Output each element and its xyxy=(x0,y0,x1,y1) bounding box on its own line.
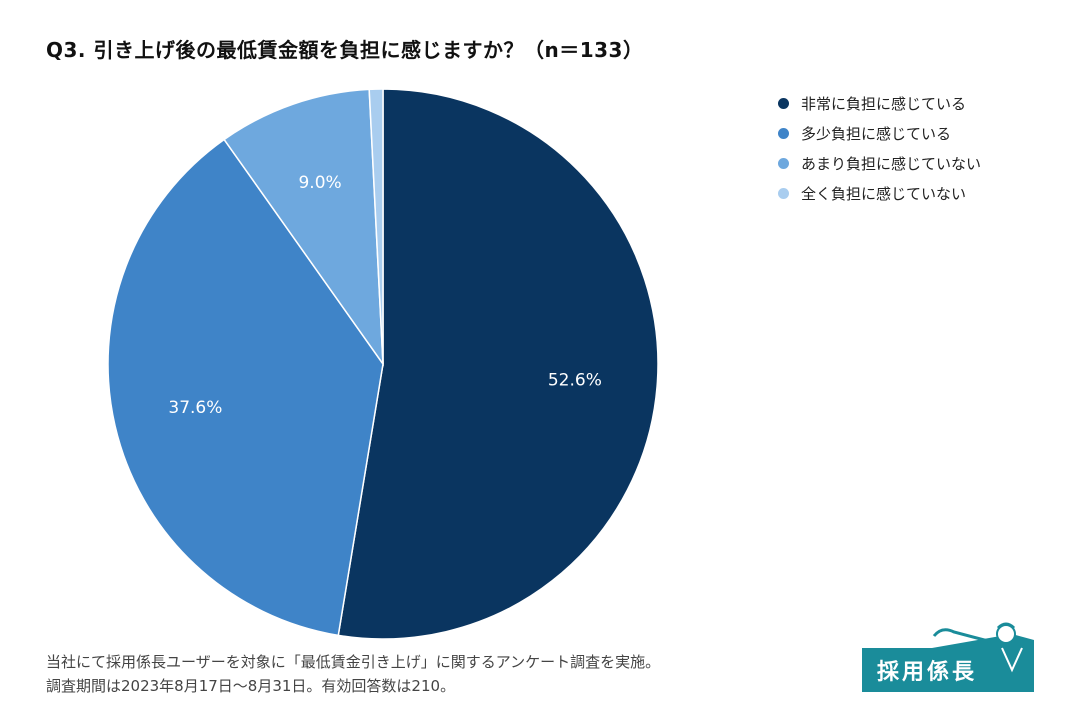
legend-swatch-1 xyxy=(778,97,789,109)
legend-item-2[interactable]: 多少負担に感じている xyxy=(778,118,981,148)
legend-item-1[interactable]: 非常に負担に感じている xyxy=(778,88,981,118)
legend-swatch-2 xyxy=(778,127,789,139)
legend-swatch-3 xyxy=(778,157,789,169)
footnote-line-1: 当社にて採用係長ユーザーを対象に「最低賃金引き上げ」に関するアンケート調査を実施… xyxy=(46,653,661,671)
company-logo: 採用係長 xyxy=(862,618,1036,694)
pie-slice-1[interactable] xyxy=(337,88,659,640)
pie-slice-4[interactable] xyxy=(368,88,384,365)
legend-label-3: あまり負担に感じていない xyxy=(801,154,982,173)
legend-label-1: 非常に負担に感じている xyxy=(801,94,967,113)
pie-label-1: 52.6% xyxy=(548,371,602,391)
pie-slice-2[interactable] xyxy=(107,138,384,637)
pie-slice-3[interactable] xyxy=(223,88,384,367)
legend-swatch-4 xyxy=(778,187,789,199)
legend-label-4: 全く負担に感じていない xyxy=(801,184,967,203)
legend-label-2: 多少負担に感じている xyxy=(801,124,952,143)
legend-item-3[interactable]: あまり負担に感じていない xyxy=(778,148,981,178)
chart-legend: 非常に負担に感じている 多少負担に感じている あまり負担に感じていない 全く負担… xyxy=(778,88,981,208)
pie-label-2: 37.6% xyxy=(168,398,222,418)
legend-item-4[interactable]: 全く負担に感じていない xyxy=(778,178,981,208)
logo-text: 採用係長 xyxy=(862,648,992,692)
chart-title: Q3. 引き上げ後の最低賃金額を負担に感じますか？（n＝133） xyxy=(46,38,644,62)
footnote-line-2: 調査期間は2023年8月17日〜8月31日。有効回答数は210。 xyxy=(46,677,456,695)
pie-label-3: 9.0% xyxy=(298,173,341,193)
footnote: 当社にて採用係長ユーザーを対象に「最低賃金引き上げ」に関するアンケート調査を実施… xyxy=(46,650,660,698)
